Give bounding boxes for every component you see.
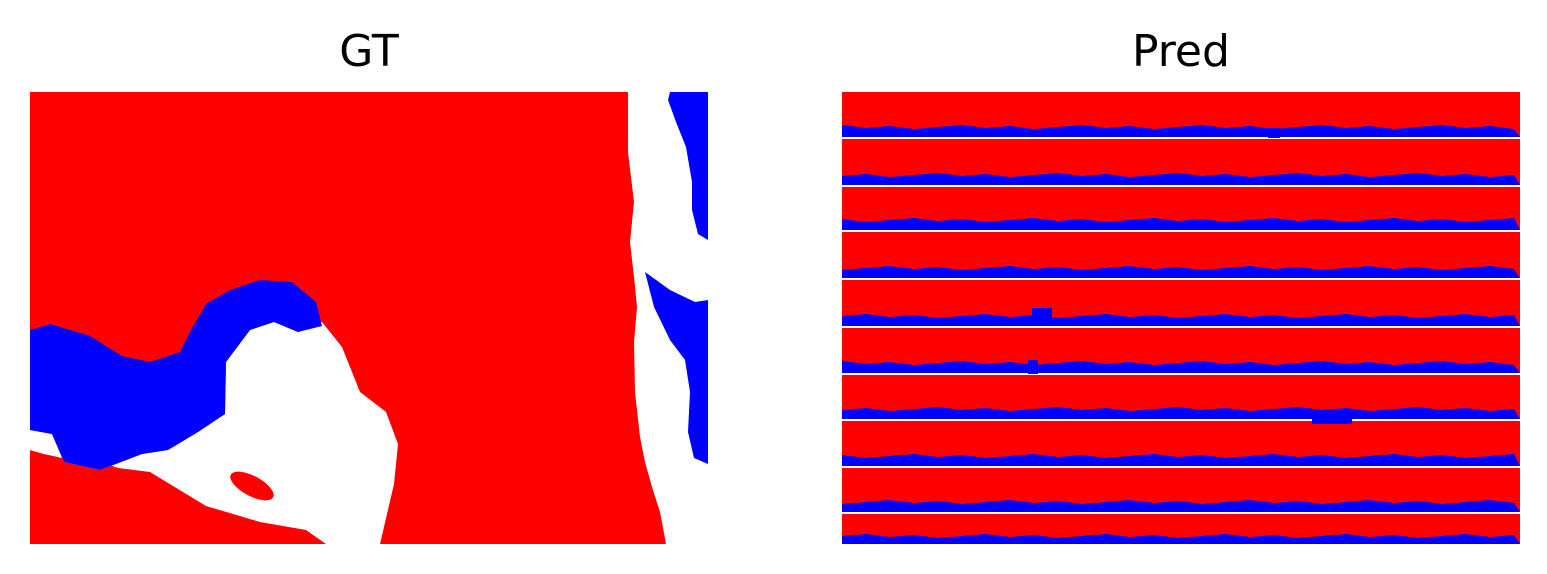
- pred-blue-band: [842, 454, 1520, 466]
- pred-blue-band: [842, 407, 1520, 419]
- gt-panel-title: GT: [339, 26, 399, 77]
- pred-blue-band: [842, 125, 1520, 137]
- pred-blue-band: [842, 534, 1520, 544]
- pred-blue-band: [842, 314, 1520, 326]
- gt-blue-right-top: [668, 92, 708, 240]
- pred-blue-spike: [1268, 128, 1280, 138]
- pred-blue-band: [842, 266, 1520, 278]
- pred-stripe-group: [842, 92, 1520, 544]
- gt-blue-right-middle: [645, 272, 708, 464]
- gt-white-left-edge: [30, 432, 62, 458]
- pred-blue-band: [842, 500, 1520, 512]
- gt-red-ellipse: [230, 471, 274, 501]
- pred-blue-band: [842, 218, 1520, 230]
- gt-white-blob: [30, 322, 398, 544]
- pred-panel-title: Pred: [1132, 26, 1230, 77]
- pred-blue-spike: [1028, 360, 1038, 374]
- pred-blue-band: [842, 361, 1520, 373]
- pred-blue-band: [842, 173, 1520, 185]
- pred-segmentation-mask: [842, 92, 1520, 544]
- pred-blue-spike: [1032, 308, 1052, 326]
- pred-blue-spike: [1312, 414, 1352, 424]
- gt-blue-left-band: [30, 280, 322, 470]
- gt-segmentation-mask: [30, 92, 708, 544]
